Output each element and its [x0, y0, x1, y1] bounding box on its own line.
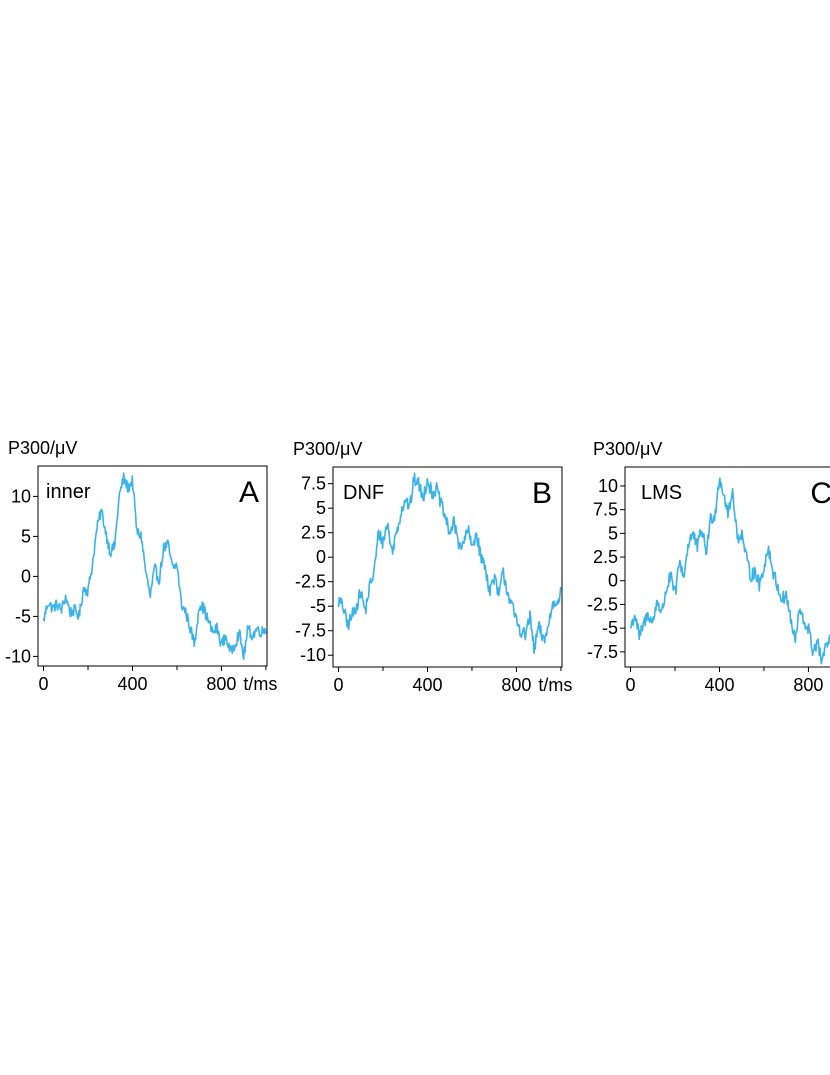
y-tick-label: 7.5 — [301, 474, 326, 494]
x-axis-label: t/ms — [243, 674, 277, 694]
y-tick-label: 2.5 — [593, 547, 618, 567]
y-tick-label: 10 — [11, 486, 31, 506]
series-label: inner — [46, 481, 91, 503]
panel-a: P300/μV 0 400 800 t/ms 10 5 0 -5 -10 inner A — [5, 438, 277, 694]
y-axis-label: P300/μV — [293, 439, 362, 459]
panel-letter: B — [532, 477, 552, 510]
signal-line — [629, 477, 830, 665]
y-tick-label: -5 — [15, 606, 31, 626]
y-tick-label: 0 — [316, 547, 326, 567]
panel-letter: A — [239, 476, 259, 509]
x-tick-label: 0 — [39, 674, 49, 694]
y-tick-label: 10 — [598, 476, 618, 496]
plot-frame — [624, 466, 830, 668]
y-tick-label: -7.5 — [295, 621, 326, 641]
y-tick-label: -5 — [602, 618, 618, 638]
x-tick-label: 800 — [206, 674, 236, 694]
signal-line — [42, 472, 267, 661]
plot-frame — [37, 465, 268, 667]
x-tick-label: 800 — [501, 675, 531, 695]
panel-c: P300/μV 0 400 800 10 7.5 5 2.5 0 -2.5 -5 -7.5 LMS C — [587, 439, 830, 695]
plot-frame — [332, 466, 563, 668]
panel-b: P300/μV 0 400 800 t/ms 7.5 5 2.5 0 -2.5 -5 -7.5 -10 D… — [293, 439, 572, 695]
y-tick-label: -7.5 — [587, 642, 618, 662]
x-tick-label: 0 — [334, 675, 344, 695]
y-tick-label: 7.5 — [593, 500, 618, 520]
y-tick-label: -10 — [300, 645, 326, 665]
x-tick-label: 800 — [793, 675, 823, 695]
x-tick-label: 400 — [412, 675, 442, 695]
y-axis-label: P300/μV — [593, 439, 662, 459]
y-tick-label: 0 — [21, 566, 31, 586]
series-label: LMS — [641, 482, 682, 504]
y-tick-label: 5 — [316, 498, 326, 518]
x-axis-label: t/ms — [538, 675, 572, 695]
y-tick-label: 2.5 — [301, 523, 326, 543]
y-tick-label: 5 — [21, 526, 31, 546]
y-tick-label: 0 — [608, 571, 618, 591]
panel-letter: C — [810, 477, 830, 510]
x-tick-label: 400 — [117, 674, 147, 694]
y-tick-label: 5 — [608, 523, 618, 543]
y-tick-label: -5 — [310, 596, 326, 616]
y-tick-label: -2.5 — [587, 594, 618, 614]
y-axis-label: P300/μV — [8, 438, 77, 458]
y-tick-label: -10 — [5, 646, 31, 666]
signal-line — [337, 472, 562, 655]
x-tick-label: 0 — [626, 675, 636, 695]
series-label: DNF — [343, 482, 384, 504]
y-tick-label: -2.5 — [295, 572, 326, 592]
x-tick-label: 400 — [704, 675, 734, 695]
